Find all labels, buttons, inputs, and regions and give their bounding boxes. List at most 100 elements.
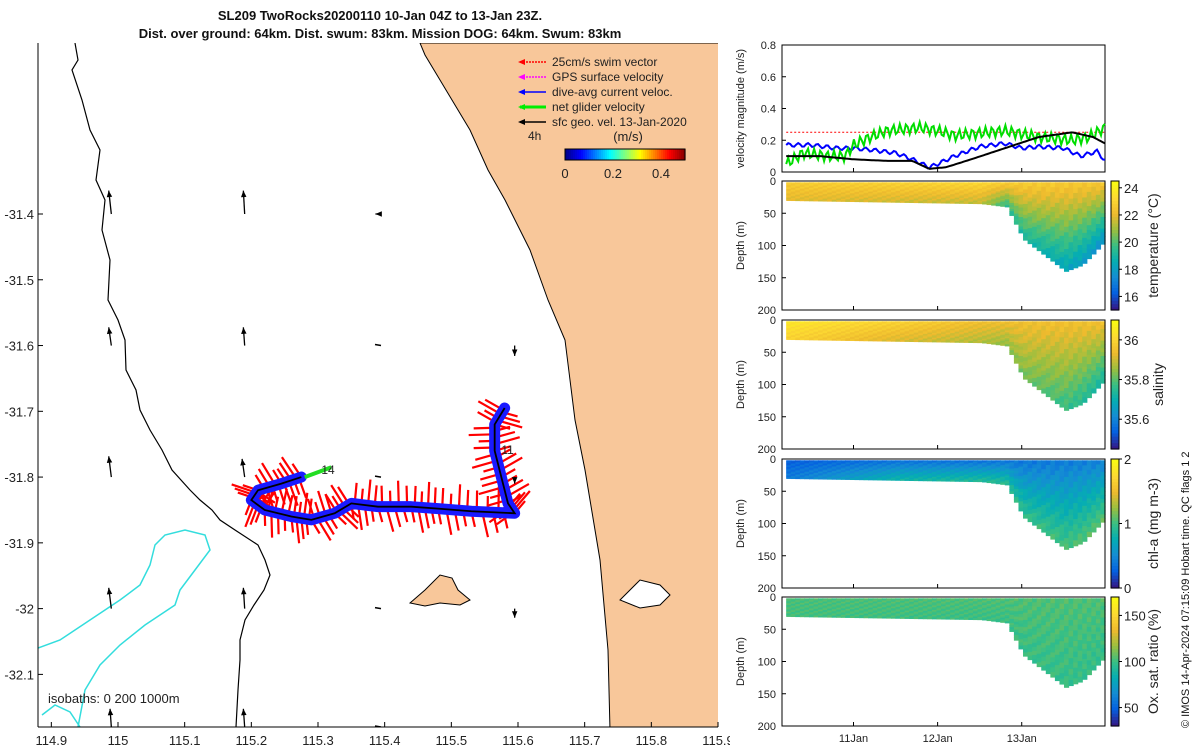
profile-cell bbox=[1064, 648, 1070, 655]
profile-cell bbox=[854, 323, 860, 326]
profile-cell bbox=[977, 606, 983, 609]
profile-cell bbox=[890, 610, 897, 613]
profile-cell bbox=[868, 598, 874, 601]
profile-cell bbox=[886, 336, 892, 338]
profile-cell bbox=[881, 322, 887, 325]
profile-cell bbox=[927, 337, 933, 340]
profile-cell bbox=[909, 460, 915, 463]
profile-cell bbox=[1086, 531, 1092, 538]
profile-cell bbox=[918, 198, 924, 201]
profile-cell bbox=[1050, 365, 1056, 372]
profile-cell bbox=[963, 184, 969, 187]
profile-cell bbox=[790, 334, 796, 337]
profile-cell bbox=[1064, 460, 1070, 467]
profile-cell bbox=[1027, 205, 1033, 210]
profile-cell bbox=[936, 182, 942, 185]
profile-cell bbox=[822, 474, 828, 477]
profile-cell bbox=[1013, 624, 1020, 628]
profile-cell bbox=[886, 605, 892, 608]
profile-cell bbox=[886, 323, 892, 326]
profile-cell bbox=[995, 191, 1001, 194]
profile-cell bbox=[1050, 206, 1056, 213]
profile-cell bbox=[941, 612, 947, 615]
profile-cell bbox=[982, 337, 988, 340]
profile-cell bbox=[863, 324, 869, 327]
profile-cell bbox=[922, 478, 928, 480]
profile-cell bbox=[1050, 484, 1056, 491]
profile-cell bbox=[954, 194, 960, 196]
profile-cell bbox=[968, 608, 974, 611]
profile-cell bbox=[909, 479, 915, 481]
profile-cell bbox=[849, 606, 856, 609]
profile-cell bbox=[1077, 203, 1083, 210]
profile-cell bbox=[977, 461, 983, 464]
profile-cell bbox=[804, 460, 810, 463]
profile-cell bbox=[1027, 479, 1033, 484]
profile-cell bbox=[913, 194, 919, 197]
profile-cell bbox=[786, 467, 792, 469]
profile-cell bbox=[795, 187, 801, 190]
profile-cell bbox=[804, 186, 810, 189]
profile-cell bbox=[1059, 657, 1065, 664]
profile-cell bbox=[872, 200, 878, 203]
profile-cell bbox=[1027, 228, 1033, 233]
colorbar-cell bbox=[1111, 432, 1119, 437]
profile-cell bbox=[931, 479, 938, 482]
profile-cell bbox=[859, 601, 865, 604]
profile-cell bbox=[1000, 461, 1006, 464]
profile-cell bbox=[950, 613, 956, 616]
profile-cell bbox=[1086, 517, 1092, 523]
profile-cell bbox=[1095, 329, 1102, 335]
profile-cell bbox=[972, 466, 979, 469]
profile-cell bbox=[904, 321, 910, 324]
profile-cell bbox=[877, 184, 883, 187]
profile-cell bbox=[995, 620, 1001, 623]
profile-cell bbox=[863, 600, 869, 603]
profile-cell bbox=[813, 323, 819, 326]
profile-cell bbox=[904, 182, 910, 185]
profile-cell bbox=[918, 337, 924, 340]
profile-cell bbox=[963, 479, 969, 482]
profile-cell bbox=[1054, 639, 1061, 646]
profile-cell bbox=[859, 333, 865, 336]
profile-cell bbox=[1100, 613, 1106, 619]
profile-cell bbox=[786, 326, 792, 329]
profile-cell bbox=[859, 613, 865, 616]
profile-cell bbox=[881, 333, 887, 336]
profile-cell bbox=[795, 610, 801, 613]
profile-cell bbox=[795, 325, 801, 328]
profile-cell bbox=[863, 606, 869, 609]
profile-cell bbox=[859, 321, 865, 324]
profile-cell bbox=[1027, 239, 1033, 245]
profile-cell bbox=[909, 201, 915, 203]
profile-cell bbox=[1023, 496, 1029, 501]
profile-cell bbox=[963, 192, 969, 195]
profile-cell bbox=[954, 340, 960, 343]
profile-cell bbox=[845, 473, 851, 476]
glider-track bbox=[250, 407, 517, 521]
profile-cell bbox=[1095, 476, 1102, 482]
profile-cell bbox=[881, 475, 887, 477]
profile-cell bbox=[808, 613, 815, 616]
profile-cell bbox=[900, 464, 906, 466]
profile-cell bbox=[895, 616, 901, 619]
profile-cell bbox=[895, 333, 901, 336]
profile-cell bbox=[918, 335, 924, 338]
profile-cell bbox=[913, 331, 919, 334]
profile-cell bbox=[845, 188, 851, 191]
profile-cell bbox=[804, 615, 810, 618]
profile-cell bbox=[1041, 464, 1047, 470]
profile-cell bbox=[904, 186, 910, 188]
profile-cell bbox=[890, 473, 897, 476]
profile-cell bbox=[813, 467, 819, 469]
profile-cell bbox=[859, 183, 865, 186]
colorbar-label: chl-a (mg m-3) bbox=[1145, 478, 1161, 569]
profile-cell bbox=[900, 462, 906, 465]
profile-cell bbox=[1041, 213, 1047, 219]
profile-cell bbox=[804, 606, 810, 609]
profile-cell bbox=[868, 332, 874, 335]
profile-cell bbox=[790, 194, 796, 197]
profile-cell bbox=[795, 192, 801, 195]
profile-cell bbox=[963, 610, 969, 613]
profile-cell bbox=[927, 331, 933, 334]
